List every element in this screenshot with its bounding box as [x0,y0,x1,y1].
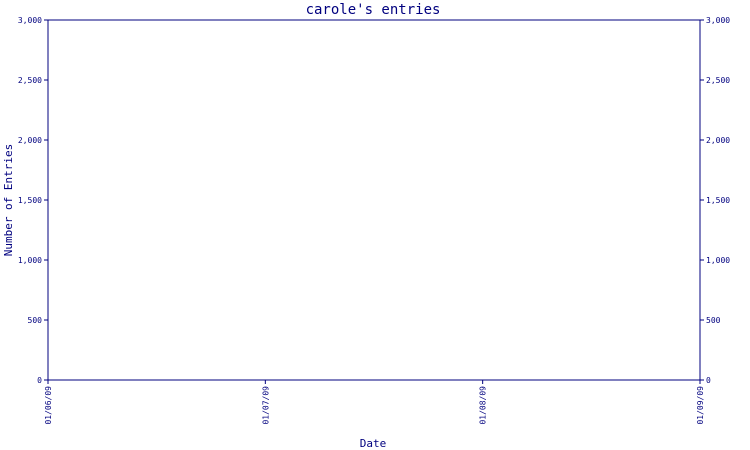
y-tick-label-left: 3,000 [18,16,42,25]
x-tick-label: 01/09/09 [696,386,705,425]
y-tick-label-left: 0 [37,376,42,385]
y-tick-label-right: 1,000 [706,256,730,265]
y-tick-label-right: 1,500 [706,196,730,205]
y-tick-label-left: 1,000 [18,256,42,265]
plot-frame [47,19,701,381]
y-tick-label-left: 2,000 [18,136,42,145]
y-tick-label-right: 0 [706,376,711,385]
y-tick-label-right: 500 [706,316,721,325]
chart-title: carole's entries [306,2,441,18]
x-tick-label: 01/07/09 [261,386,270,425]
y-tick-label-left: 1,500 [18,196,42,205]
y-axis-left: 0 500 1,000 1,500 2,000 2,500 3,000 [18,16,48,385]
y-axis-right: 0 500 1,000 1,500 2,000 2,500 3,000 [700,16,730,385]
y-tick-label-right: 2,000 [706,136,730,145]
y-tick-label-left: 2,500 [18,76,42,85]
x-axis-label: Date [360,437,387,450]
y-axis-label: Number of Entries [2,144,15,257]
y-tick-label-right: 2,500 [706,76,730,85]
x-tick-label: 01/06/09 [44,386,53,425]
y-tick-label-left: 500 [28,316,43,325]
x-tick-label: 01/08/09 [479,386,488,425]
y-tick-label-right: 3,000 [706,16,730,25]
x-axis: 01/06/09 01/07/09 01/08/09 01/09/09 [44,380,705,425]
